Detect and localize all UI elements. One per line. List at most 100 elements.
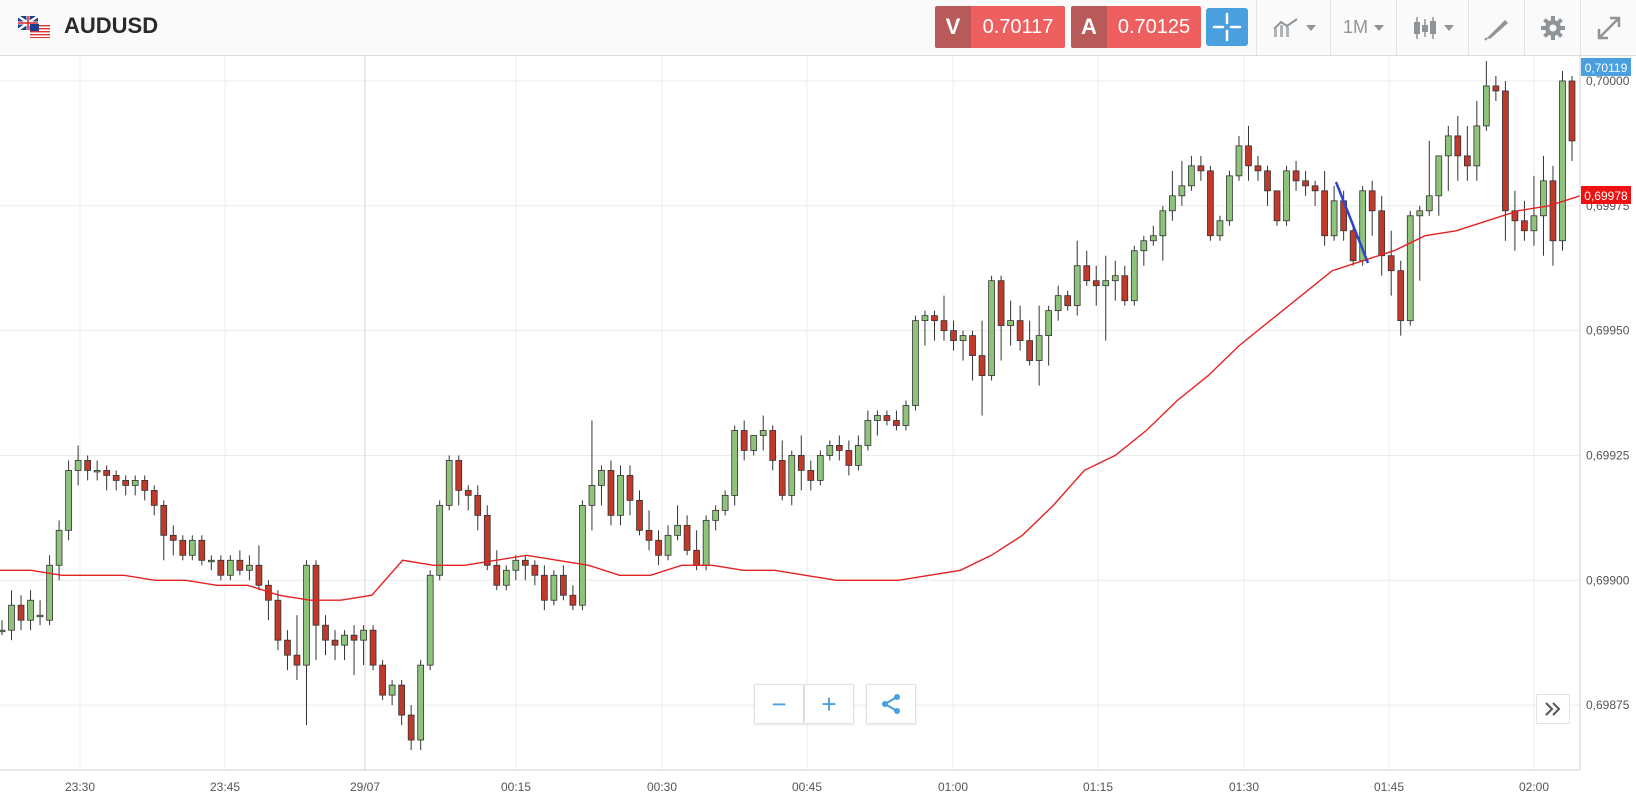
fullscreen-button[interactable] [1580,0,1636,55]
candle [1311,180,1319,206]
candle-body-up [65,470,72,531]
candle [655,530,662,566]
zoom-in-button[interactable]: + [804,684,854,724]
price-tick-label: 0,69875 [1586,698,1630,712]
buy-price-button[interactable]: A 0.70125 [1071,6,1201,48]
candle-body-up [1073,265,1081,307]
candle [1121,265,1129,306]
candle [274,590,282,651]
candle-body-down [112,475,120,481]
candle [1435,155,1443,216]
candle [426,570,434,671]
candle-body-up [902,405,910,426]
candle-body-up [1159,210,1167,237]
candle [1149,225,1157,246]
candle-body-down [740,430,748,451]
candle-body-down [1245,145,1252,167]
candle-body-up [1149,235,1157,242]
candle-body-up [1178,185,1186,197]
candle-body-up [1530,215,1538,232]
candle-body-down [322,624,329,641]
candle [464,485,472,511]
zoom-out-button[interactable]: − [754,684,804,724]
scroll-to-latest-button[interactable] [1536,694,1570,724]
candle [902,400,910,431]
candle [1159,205,1167,261]
candle-body-down [236,559,244,571]
candle-body-up [702,519,710,566]
candle-body-down [464,489,472,496]
candle [207,555,215,571]
candle-body-down [969,335,976,356]
candle [845,440,853,476]
candle [188,535,196,561]
candle-body-down [17,604,25,621]
candle [217,555,225,581]
candle [1463,125,1471,181]
candle [1130,245,1138,306]
candle [778,440,786,501]
candle-body-down [312,564,320,626]
candle-body-up [826,445,834,456]
candle [93,460,101,481]
candle [331,630,339,661]
candle-body-down [1273,190,1281,222]
candle [398,680,405,726]
crosshair-button[interactable] [1206,8,1248,46]
candle [1283,165,1290,226]
candle [0,620,6,636]
candle [912,315,919,411]
candle-body-up [664,534,672,556]
sell-price: 0.70117 [971,6,1065,48]
candle-body-up [731,430,739,496]
candle-body-up [27,599,34,621]
candle-body-up [855,445,862,466]
candle-body-down [331,639,339,646]
candle-body-down [683,524,691,551]
candle-body-down [569,594,577,606]
trend-line-annotation[interactable] [1334,181,1370,264]
timeframe-dropdown[interactable]: 1M [1330,0,1396,55]
plus-icon: + [821,688,837,719]
candle-body-down [141,480,149,491]
candle [835,435,843,461]
candle [360,625,367,666]
candle-body-up [759,430,767,436]
candle [1254,155,1262,181]
candle-body-down [835,445,843,451]
buy-price: 0.70125 [1107,6,1201,48]
candle-body-down [103,470,111,476]
settings-button[interactable] [1524,0,1580,55]
candle-body-up [188,539,196,556]
candle-style-dropdown[interactable] [1396,0,1468,55]
candle [521,555,529,581]
candle-body-down [1302,180,1309,187]
candle [150,485,158,516]
chart-type-dropdown[interactable] [1256,0,1330,55]
time-tick-label: 00:45 [792,780,822,794]
candle [1264,165,1271,206]
share-icon [882,694,900,714]
candle-body-down [560,574,567,596]
share-button[interactable] [866,684,916,724]
buy-label: A [1071,6,1107,48]
candle-body-down [1349,230,1357,262]
candle [1330,185,1338,241]
candle-body-down [1026,340,1033,361]
candle-body-down [1368,190,1376,212]
candle [788,450,796,506]
candle-body-up [1235,145,1243,177]
price-tick-label: 0,69950 [1586,324,1630,338]
candle-body-down [1387,255,1395,272]
chevron-down-icon [1443,24,1454,31]
candle [1444,125,1452,191]
draw-tools-button[interactable] [1468,0,1524,55]
candle [417,660,425,751]
sell-price-button[interactable]: V 0.70117 [935,6,1065,48]
chevron-down-icon [1305,24,1316,31]
candle-body-up [445,460,453,506]
time-tick-label: 01:45 [1374,780,1404,794]
candle [502,565,510,591]
candle [940,295,948,341]
candle-body-up [721,494,729,511]
